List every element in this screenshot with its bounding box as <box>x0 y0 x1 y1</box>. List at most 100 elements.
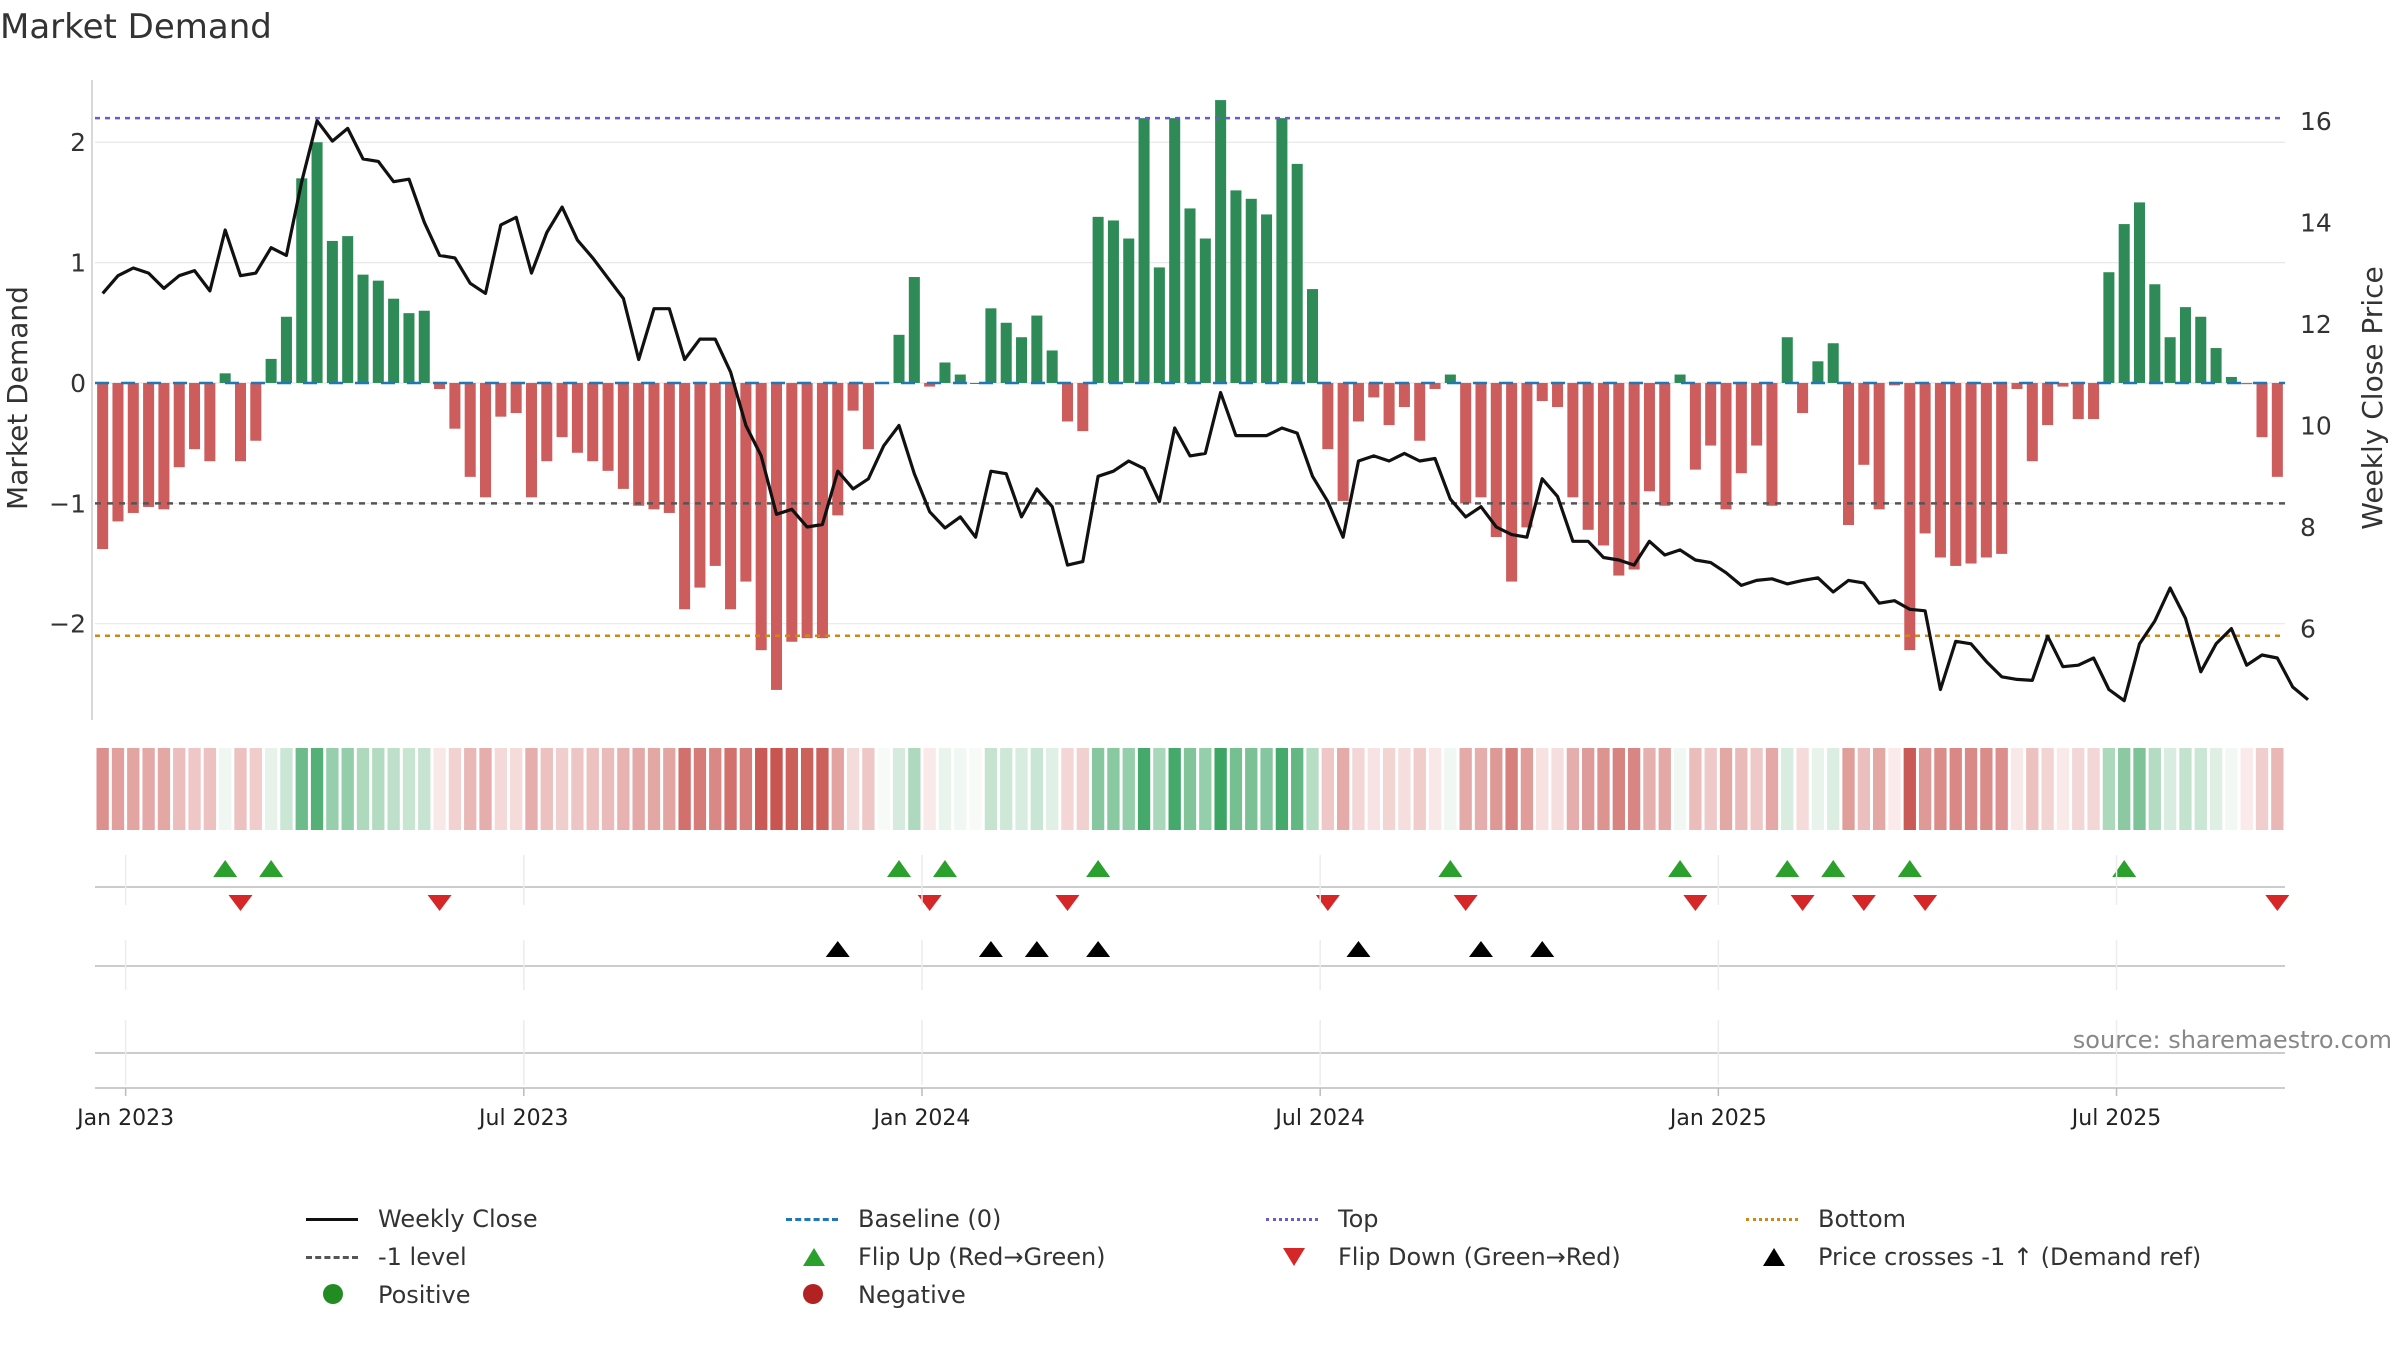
demand-bar <box>1061 382 1073 422</box>
demand-bar <box>2118 224 2130 383</box>
heat-cell <box>127 748 140 830</box>
demand-bar <box>1153 267 1165 383</box>
demand-bar <box>1965 382 1977 564</box>
negative-dot-icon <box>803 1284 823 1304</box>
demand-bar <box>1628 382 1640 570</box>
triangle-up-icon <box>1763 1248 1785 1266</box>
demand-bar <box>1429 382 1441 389</box>
demand-bar <box>1996 382 2008 554</box>
demand-bar <box>1398 382 1410 408</box>
heat-cell <box>632 748 645 830</box>
price-cross-marker <box>1468 941 1493 957</box>
heat-cell <box>96 748 109 830</box>
demand-bar <box>1383 382 1395 426</box>
heat-cell <box>2148 748 2161 830</box>
heat-cell <box>203 748 217 830</box>
legend-label: Negative <box>858 1281 966 1309</box>
heat-cell <box>1903 748 1916 830</box>
demand-bar <box>1506 382 1518 582</box>
flip-down-marker <box>1851 895 1876 911</box>
flip-up-marker <box>1897 860 1922 877</box>
heat-cell <box>1750 748 1763 830</box>
demand-bar <box>1689 382 1701 470</box>
heat-cell <box>831 748 844 830</box>
flip-up-marker <box>1086 860 1111 877</box>
y-tick-label: −1 <box>49 489 86 518</box>
y2-tick-label: 6 <box>2300 615 2316 644</box>
demand-bar <box>1107 220 1119 383</box>
x-tick-label: Jul 2024 <box>1273 1106 1365 1131</box>
heat-cell <box>2041 748 2054 830</box>
heat-cell <box>1857 748 1871 830</box>
heat-cell <box>1582 748 1595 830</box>
demand-bar <box>587 382 599 462</box>
demand-bar <box>2072 382 2084 420</box>
flip-down-marker <box>1790 895 1815 911</box>
heat-cell <box>1428 748 1442 830</box>
demand-bar <box>1092 216 1104 383</box>
demand-bar <box>1307 289 1319 383</box>
x-tick-label: Jan 2025 <box>1668 1106 1767 1131</box>
demand-bar <box>648 382 660 510</box>
demand-bar <box>97 382 109 550</box>
demand-bar <box>1980 382 1992 558</box>
heat-cell <box>1291 748 1304 830</box>
x-tick-label: Jul 2025 <box>2070 1106 2162 1131</box>
demand-bar <box>1337 382 1349 501</box>
demand-bar <box>1444 374 1456 383</box>
demand-bar <box>786 382 798 642</box>
heat-cell <box>1444 748 1457 830</box>
heat-cell <box>1704 748 1717 830</box>
flip-up-marker <box>1668 860 1693 877</box>
heat-cell <box>892 748 906 830</box>
flip-down-marker <box>228 895 253 911</box>
flip-up-marker <box>259 860 284 877</box>
heat-cell <box>816 748 829 830</box>
heat-cell <box>1719 748 1733 830</box>
demand-bar <box>1659 382 1671 506</box>
demand-bar <box>2210 348 2222 383</box>
demand-bar <box>2011 382 2023 389</box>
heat-cell <box>770 748 783 830</box>
heat-cell <box>601 748 615 830</box>
demand-bar <box>725 382 737 610</box>
demand-bar <box>1123 238 1135 383</box>
demand-bar <box>832 382 844 516</box>
heat-cell <box>219 748 232 830</box>
heat-cell <box>739 748 753 830</box>
price-cross-marker <box>1086 941 1111 957</box>
legend-label: -1 level <box>378 1243 467 1271</box>
demand-bar <box>1934 382 1946 558</box>
demand-bar <box>1230 190 1242 383</box>
flip-up-marker <box>1438 860 1463 877</box>
y2-tick-label: 16 <box>2300 107 2332 136</box>
demand-bar <box>1016 337 1028 383</box>
price-cross-marker <box>1530 941 1555 957</box>
heat-cell <box>1474 748 1488 830</box>
heat-cell <box>464 748 477 830</box>
demand-bar <box>847 382 859 411</box>
demand-bar <box>2225 376 2237 383</box>
heat-cell <box>1091 748 1105 830</box>
flip-up-marker <box>1821 860 1846 877</box>
demand-bar <box>234 382 247 462</box>
heat-cell <box>1398 748 1411 830</box>
price-cross-marker <box>1024 941 1049 957</box>
heat-cell <box>2118 748 2131 830</box>
heat-cell <box>862 748 875 830</box>
flip-up-marker <box>887 860 912 877</box>
heat-cell <box>1061 748 1074 830</box>
demand-bar <box>1751 382 1763 446</box>
heat-cell <box>2087 748 2100 830</box>
flip-down-marker <box>427 895 452 911</box>
demand-bar <box>954 374 966 383</box>
heat-cell <box>709 748 722 830</box>
heat-cell <box>800 748 814 830</box>
demand-bar <box>525 382 537 498</box>
demand-bar <box>418 310 430 383</box>
demand-bar <box>755 382 767 651</box>
heat-cell <box>1827 748 1840 830</box>
flip-down-marker <box>1913 895 1938 911</box>
demand-bar <box>770 382 783 690</box>
legend-label: Top <box>1338 1205 1379 1233</box>
